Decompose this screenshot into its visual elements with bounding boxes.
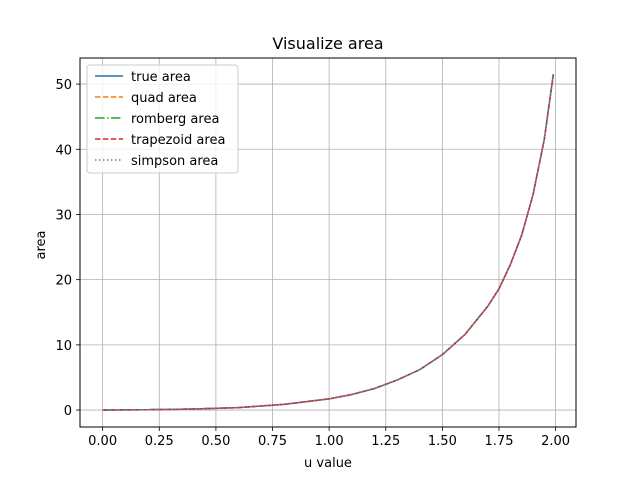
x-tick-label: 0.00 — [88, 434, 117, 449]
x-tick-label: 0.75 — [258, 434, 287, 449]
legend-label: trapezoid area — [131, 133, 225, 148]
x-tick-label: 1.75 — [485, 434, 514, 449]
x-axis: 0.00 0.25 0.50 0.75 1.00 1.25 1.50 1.75 2.00 — [88, 427, 570, 449]
y-tick-label: 20 — [55, 274, 72, 289]
y-tick-label: 40 — [55, 143, 72, 158]
series-lines — [102, 74, 555, 411]
legend-label: quad area — [131, 91, 197, 106]
y-tick-label: 50 — [55, 78, 72, 93]
y-tick-label: 0 — [64, 404, 72, 419]
x-tick-label: 0.50 — [201, 434, 230, 449]
x-tick-label: 1.00 — [315, 434, 344, 449]
x-tick-label: 2.00 — [541, 434, 570, 449]
legend-label: romberg area — [131, 112, 219, 127]
legend: true area quad area romberg area trapezoid … — [86, 64, 239, 174]
y-tick-label: 10 — [55, 339, 72, 354]
y-tick-label: 30 — [55, 208, 72, 223]
chart-title: Visualize area — [272, 34, 383, 53]
legend-label: true area — [131, 70, 191, 85]
legend-box — [86, 64, 239, 174]
series-line-trapezoid-area — [102, 74, 555, 411]
x-tick-label: 0.25 — [145, 434, 174, 449]
y-axis-label: area — [34, 231, 49, 260]
y-axis: 0 10 20 30 40 50 — [55, 78, 80, 419]
x-tick-label: 1.50 — [428, 434, 457, 449]
x-axis-label: u value — [304, 456, 352, 471]
x-tick-label: 1.25 — [371, 434, 400, 449]
plot-frame — [79, 57, 577, 428]
legend-label: simpson area — [131, 154, 218, 169]
